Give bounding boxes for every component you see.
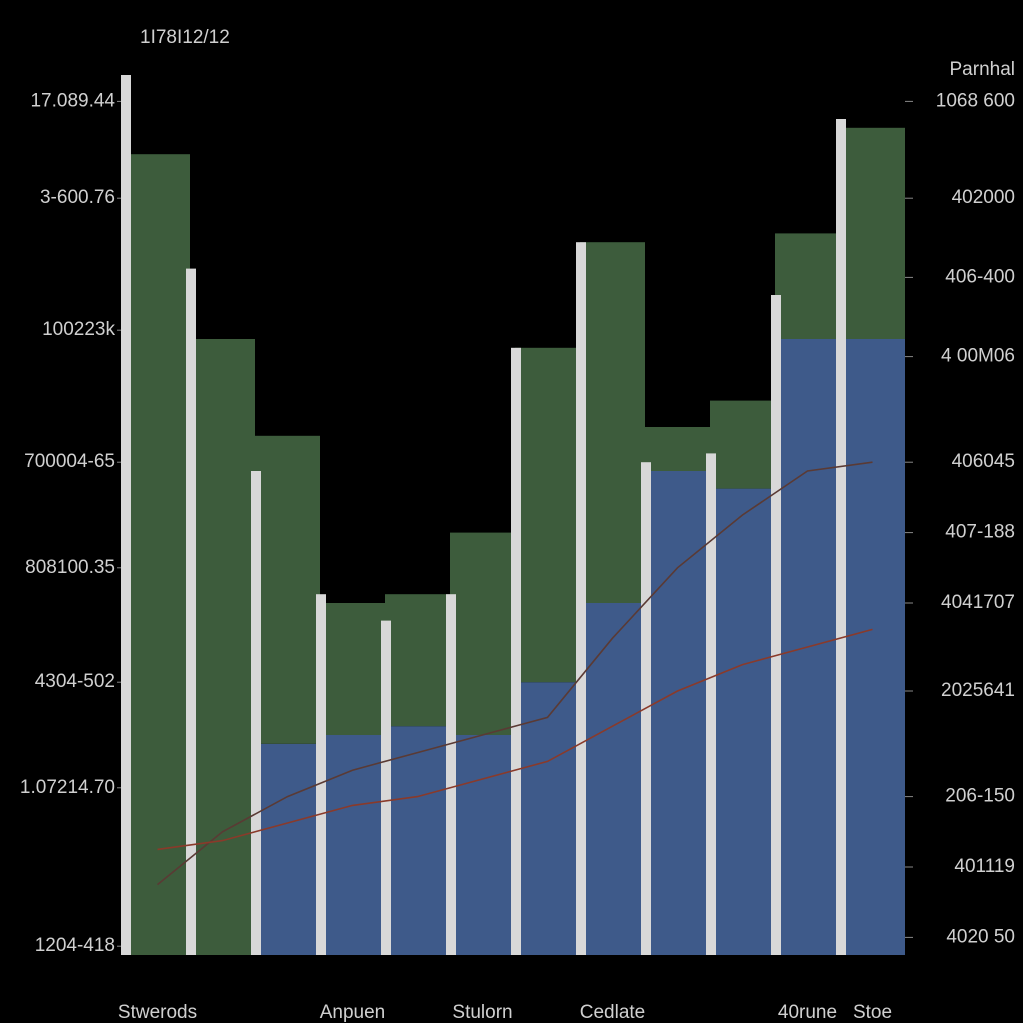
- bar-segment: [255, 743, 320, 955]
- trend-line: [156, 461, 873, 886]
- bar-segment: [320, 735, 385, 955]
- bar-segment: [840, 339, 905, 955]
- marker-bar: [186, 268, 196, 956]
- y-tick-label: 3-600.76: [40, 187, 115, 208]
- bar-segment: [255, 435, 320, 744]
- y2-tick-label: 4 00M06: [941, 346, 1015, 367]
- marker-bar: [251, 471, 261, 955]
- bar-segment: [645, 471, 710, 955]
- x-tick-label: Stwerods: [118, 1002, 197, 1023]
- bar-segment: [580, 242, 645, 603]
- bar-segment: [385, 594, 450, 727]
- bar-segment: [320, 603, 385, 735]
- x-tick-label: 40rune: [778, 1002, 837, 1023]
- chart-subtitle: Parnhal: [950, 59, 1016, 80]
- x-tick-label: Cedlate: [580, 1002, 646, 1023]
- bar-segment: [190, 339, 255, 955]
- y-tick-label: 700004-65: [24, 451, 115, 472]
- bar-segment: [840, 127, 905, 339]
- bar-segment: [775, 233, 840, 339]
- bar-segment: [450, 735, 515, 955]
- marker-bar: [576, 242, 586, 955]
- marker-bar: [706, 453, 716, 955]
- y2-tick-label: 4020 50: [946, 926, 1015, 947]
- y-tick-label: 1.07214.70: [20, 777, 115, 798]
- x-tick-label: Stoe: [853, 1002, 892, 1023]
- y2-tick-label: 401119: [954, 856, 1015, 877]
- y2-tick-label: 402000: [952, 187, 1015, 208]
- y2-tick-label: 4041707: [941, 592, 1015, 613]
- bar-segment: [580, 603, 645, 955]
- y-tick-label: 808100.35: [25, 557, 115, 578]
- y2-tick-label: 406045: [952, 451, 1015, 472]
- bar-segment: [645, 427, 710, 471]
- trend-line: [157, 628, 873, 851]
- bar-segment: [710, 400, 775, 489]
- chart-title: 1I78I12/12: [140, 27, 230, 48]
- marker-bar: [446, 594, 456, 955]
- y-tick-label: 1204-418: [35, 935, 115, 956]
- y2-tick-label: 407-188: [945, 522, 1015, 543]
- y-tick-label: 4304-502: [35, 671, 115, 692]
- marker-bar: [771, 295, 781, 955]
- bar-segment: [385, 726, 450, 955]
- x-tick-label: Stulorn: [452, 1002, 512, 1023]
- y2-tick-label: 1068 600: [936, 90, 1015, 111]
- bar-segment: [125, 154, 190, 955]
- x-tick-label: Anpuen: [320, 1002, 386, 1023]
- bar-segment: [515, 347, 580, 683]
- y2-tick-label: 406-400: [945, 266, 1015, 287]
- y-tick-label: 100223k: [42, 319, 115, 340]
- y-tick-label: 17.089.44: [30, 90, 115, 111]
- marker-bar: [381, 620, 391, 955]
- marker-bar: [511, 347, 521, 955]
- bar-segment: [515, 682, 580, 955]
- bar-segment: [710, 488, 775, 955]
- y2-tick-label: 206-150: [945, 786, 1015, 807]
- marker-bar: [121, 75, 131, 955]
- marker-bar: [836, 119, 846, 955]
- marker-bar: [316, 594, 326, 955]
- bar-segment: [450, 532, 515, 735]
- y2-tick-label: 2025641: [941, 680, 1015, 701]
